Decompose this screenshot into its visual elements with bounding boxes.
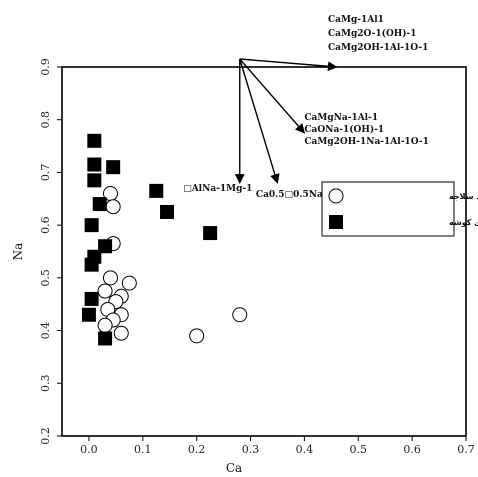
- y-tick-label: 0.6: [39, 216, 52, 234]
- filled-square-point: [84, 257, 99, 272]
- vector-origin-label: CaMg-1Al1: [328, 15, 384, 25]
- filled-square-point: [84, 291, 99, 306]
- open-circle-point: [105, 199, 121, 215]
- plot-area-frame: [61, 66, 467, 437]
- legend-open-circle: [328, 188, 344, 204]
- filled-square-point: [203, 226, 218, 241]
- vector-arrow: [239, 58, 280, 184]
- y-tick-label: 0.3: [39, 375, 52, 393]
- annotation-label: □AlNa-1Mg-1: [183, 184, 252, 194]
- filled-square-point: [92, 197, 107, 212]
- filled-square-point: [87, 133, 102, 148]
- filled-square-point: [84, 218, 99, 233]
- vector-arrow: [239, 58, 306, 134]
- open-circle-point: [97, 283, 113, 299]
- vector-label: CaONa-1(OH)-1: [304, 124, 384, 135]
- y-tick-label: 0.2: [39, 427, 52, 445]
- axis-ticks: 0.0 0.1 0.2 0.3 0.4 0.5 0.6 0.7 0.2 0.3 0.4 0.5 0.6 0…: [39, 58, 475, 456]
- x-tick-label: 0.0: [80, 443, 98, 456]
- open-circle-point: [189, 328, 205, 344]
- x-tick-label: 0.2: [188, 443, 206, 456]
- y-tick-label: 0.7: [39, 164, 52, 182]
- filled-square-point: [87, 157, 102, 172]
- filled-square-point: [98, 239, 113, 254]
- y-tick-label: 0.8: [39, 111, 52, 129]
- filled-square-point: [98, 331, 113, 346]
- legend-label: تورمالین های منطقه زمان آباد سلاجه: [449, 191, 478, 201]
- filled-square-point: [149, 183, 164, 198]
- open-circle-point: [102, 270, 118, 286]
- y-axis-label: Na: [11, 243, 25, 261]
- vector-label: CaMg2OH-1Na-1Al-1O-1: [304, 137, 428, 147]
- x-axis-label: Ca: [226, 461, 242, 475]
- y-tick-label: 0.5: [39, 269, 52, 287]
- legend-label: تورمالین های کوشه: [449, 218, 478, 227]
- legend-box: [321, 181, 455, 237]
- vector-label: CaMgNa-1Al-1: [304, 113, 378, 123]
- filled-square-point: [106, 160, 121, 175]
- x-tick-label: 0.7: [457, 443, 475, 456]
- x-tick-label: 0.3: [242, 443, 260, 456]
- filled-square-point: [87, 173, 102, 188]
- filled-square-point: [160, 204, 175, 219]
- legend: تورمالین های منطقه زمان آباد سلاجه تورمال…: [321, 181, 478, 237]
- annotations: □AlNa-1Mg-1: [183, 184, 252, 194]
- open-circle-point: [97, 317, 113, 333]
- y-tick-label: 0.4: [39, 322, 52, 340]
- y-tick-label: 0.9: [39, 58, 52, 76]
- x-tick-label: 0.1: [134, 443, 152, 456]
- x-tick-label: 0.6: [403, 443, 421, 456]
- vector-origin-label: CaMg2OH-1Al-1O-1: [328, 43, 428, 53]
- data-points: [81, 133, 248, 346]
- x-tick-label: 0.5: [350, 443, 368, 456]
- filled-square-point: [81, 307, 96, 322]
- legend-filled-square: [329, 215, 343, 229]
- open-circle-point: [121, 275, 137, 291]
- vector-label: Ca0.5□0.5Na-1: [256, 190, 333, 200]
- vector-origin-label: CaMg2O-1(OH)-1: [328, 28, 417, 39]
- vector-arrow: [239, 58, 338, 72]
- open-circle-point: [232, 307, 248, 323]
- x-tick-label: 0.4: [296, 443, 314, 456]
- open-circle-point: [113, 325, 129, 341]
